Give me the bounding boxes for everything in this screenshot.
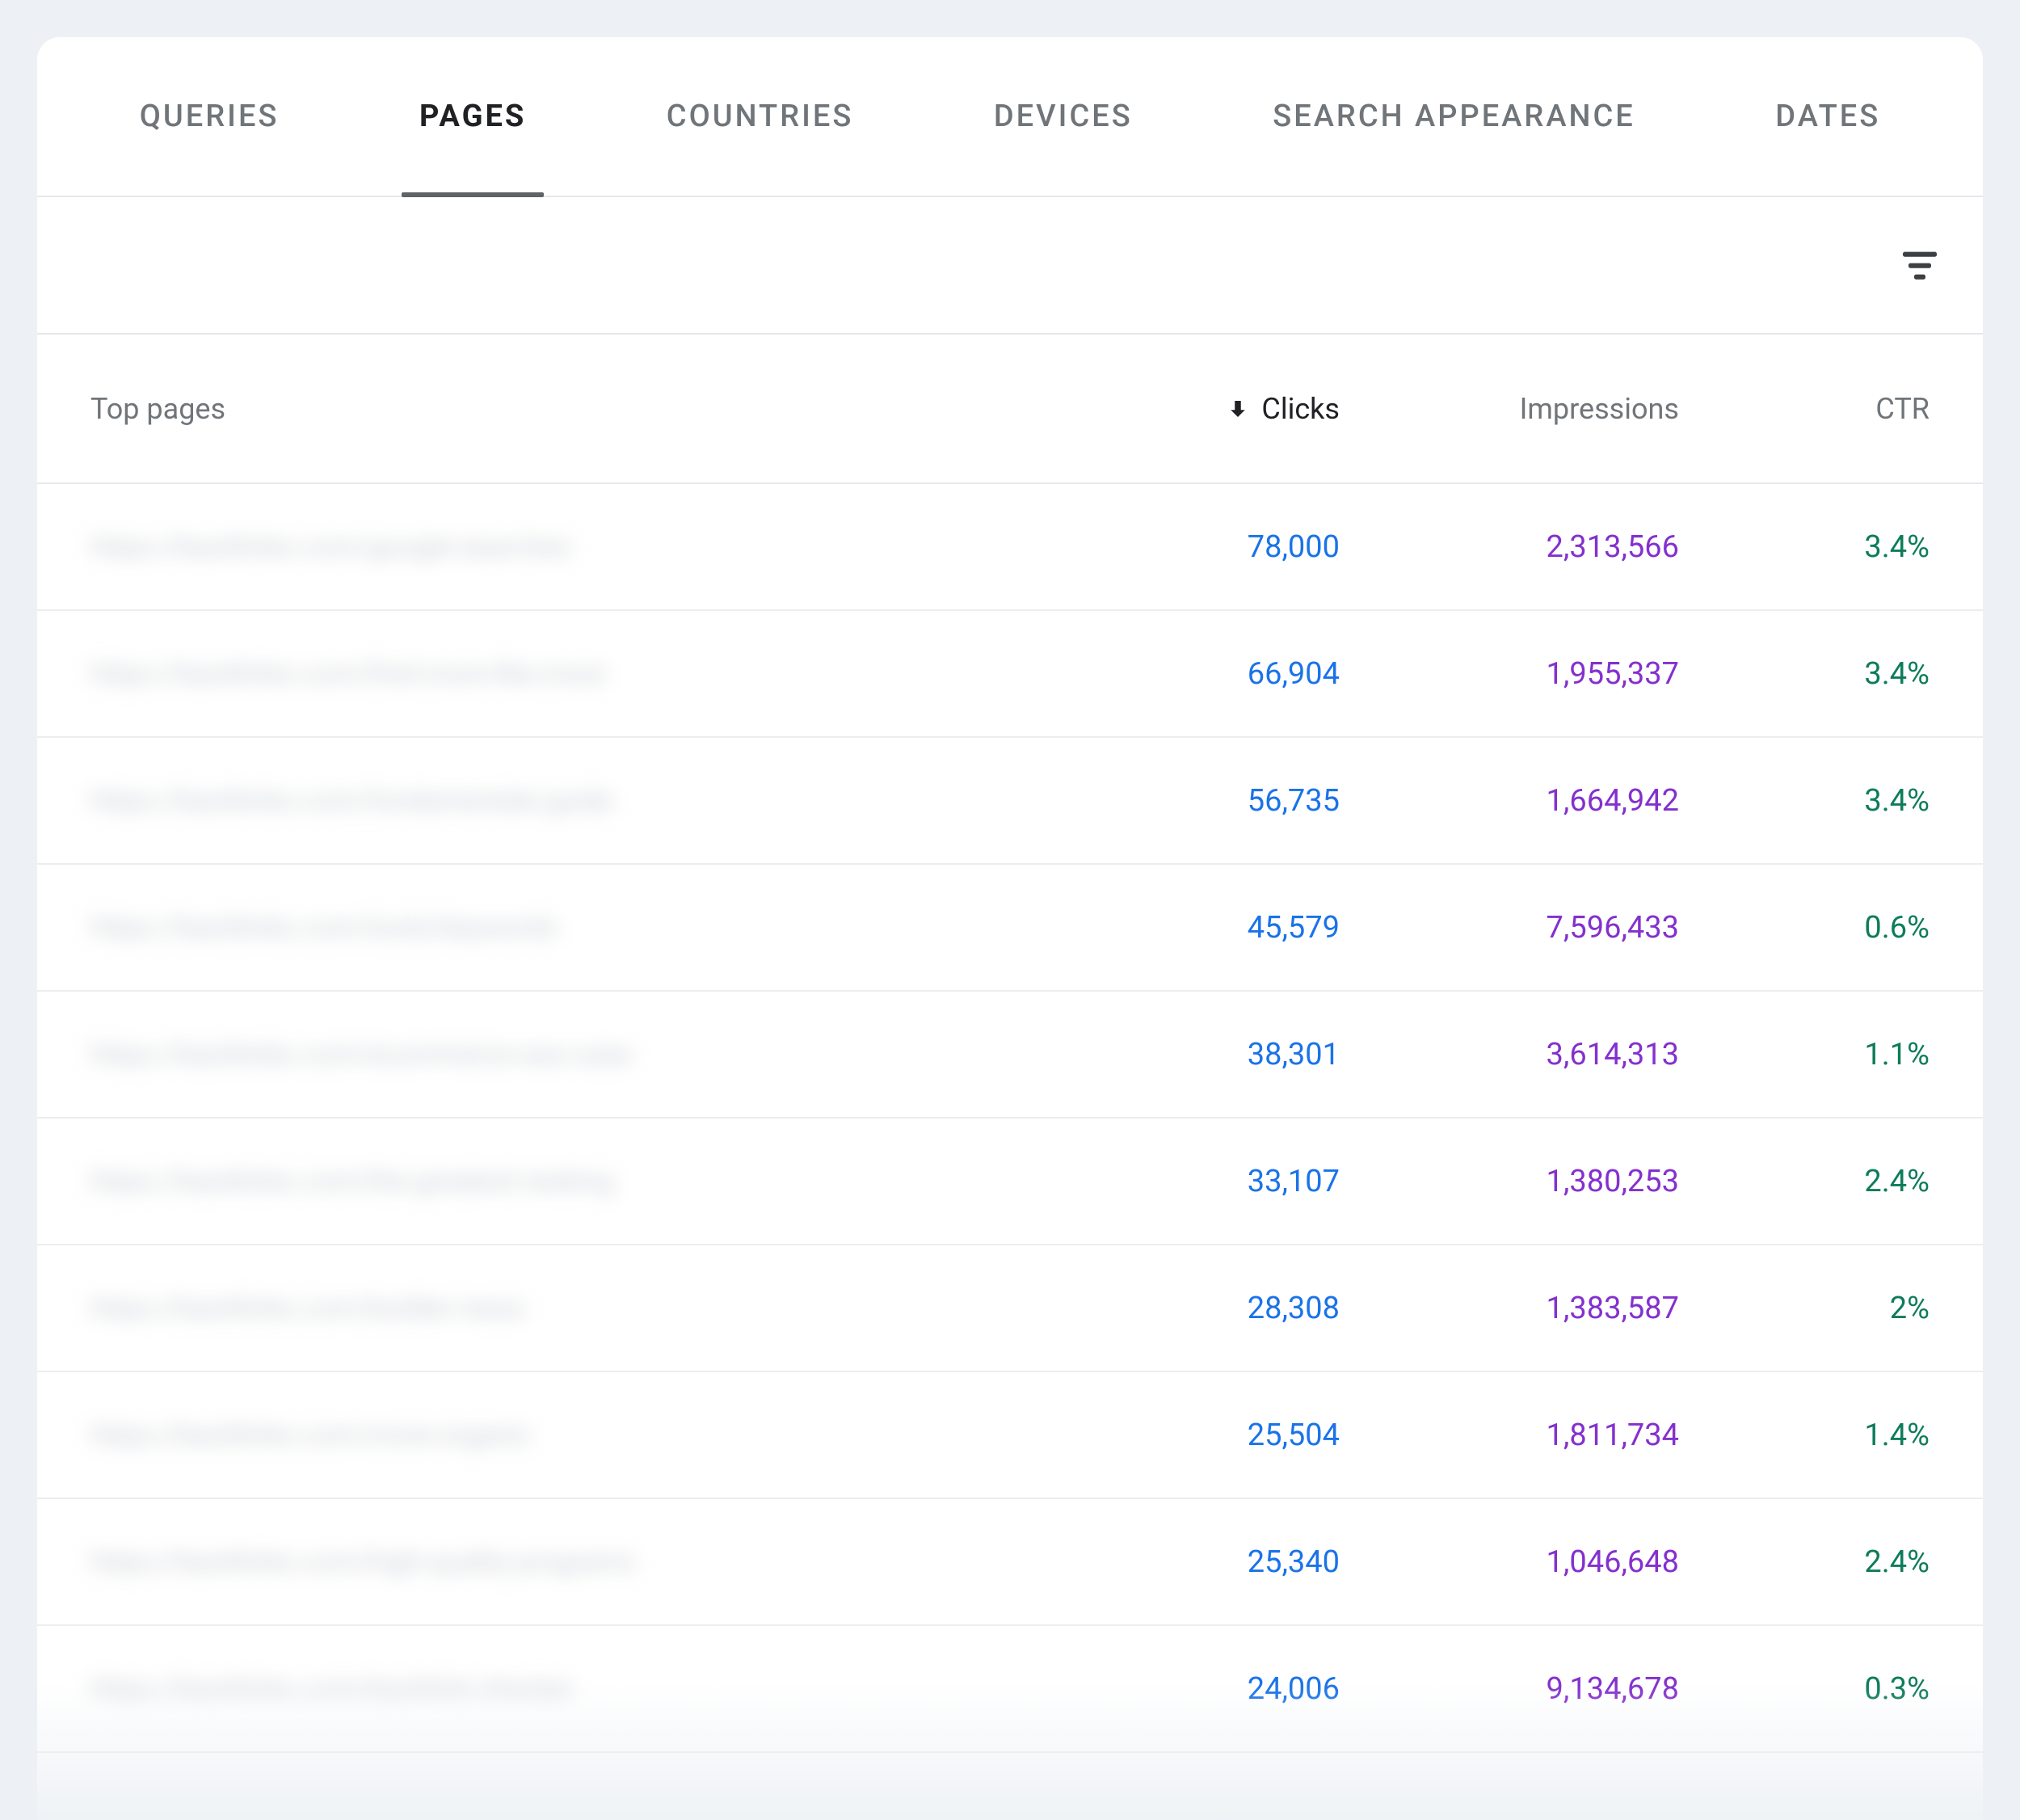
tab-queries[interactable]: QUERIES	[132, 37, 288, 196]
impressions-value: 9,134,678	[1340, 1671, 1679, 1707]
ctr-value: 0.6%	[1679, 910, 1930, 946]
ctr-value: 0.3%	[1679, 1671, 1930, 1707]
page-url: https://backlinko.com/google-searches	[90, 531, 1000, 563]
page-url: https://backlinko.com/backlink-checker	[90, 1673, 1000, 1705]
clicks-value: 28,308	[1000, 1291, 1340, 1326]
table-row[interactable]: https://backlinko.com/ecommerce-seo-case…	[37, 992, 1983, 1119]
clicks-value: 66,904	[1000, 656, 1340, 692]
page-url: https://backlinko.com/more-organic	[90, 1419, 1000, 1451]
table-row[interactable]: https://backlinko.com/more-organic 25,50…	[37, 1372, 1983, 1499]
page-url: https://backlinko.com/find-more-like-mor…	[90, 658, 1000, 690]
ctr-value: 1.1%	[1679, 1037, 1930, 1072]
column-top-pages[interactable]: Top pages	[90, 392, 1000, 426]
table-row[interactable]: https://backlinko.com/tools/keywords 45,…	[37, 865, 1983, 992]
table-row[interactable]: https://backlinko.com/find-more-like-mor…	[37, 611, 1983, 738]
top-pages-table: Top pages Clicks Impressions CTR https:/…	[37, 335, 1983, 1820]
table-row[interactable]: https://backlinko.com/builder-news 28,30…	[37, 1245, 1983, 1372]
clicks-value: 56,735	[1000, 783, 1340, 819]
impressions-value: 1,380,253	[1340, 1164, 1679, 1199]
impressions-value: 7,596,433	[1340, 910, 1679, 946]
table-header-row: Top pages Clicks Impressions CTR	[37, 335, 1983, 484]
impressions-value: 1,664,942	[1340, 783, 1679, 819]
tabs-bar: QUERIES PAGES COUNTRIES DEVICES SEARCH A…	[37, 37, 1983, 197]
page-url: https://backlinko.com/ecommerce-seo-case	[90, 1038, 1000, 1071]
table-row[interactable]: https://backlinko.com/google-searches 78…	[37, 484, 1983, 611]
ctr-value: 2%	[1679, 1291, 1930, 1326]
impressions-value: 2,313,566	[1340, 529, 1679, 565]
impressions-value: 1,046,648	[1340, 1544, 1679, 1580]
clicks-value: 38,301	[1000, 1037, 1340, 1072]
table-row[interactable]: https://backlinko.com/backlink-checker 2…	[37, 1626, 1983, 1753]
table-row[interactable]: https://backlinko.com/the-greatest-ranki…	[37, 1119, 1983, 1245]
page-url: https://backlinko.com/the-greatest-ranki…	[90, 1165, 1000, 1198]
page-url: https://backlinko.com/high-quality-progr…	[90, 1546, 1000, 1578]
clicks-value: 45,579	[1000, 910, 1340, 946]
tab-devices[interactable]: DEVICES	[986, 37, 1141, 196]
column-clicks[interactable]: Clicks	[1000, 392, 1340, 426]
filter-bar	[37, 197, 1983, 335]
report-card: QUERIES PAGES COUNTRIES DEVICES SEARCH A…	[37, 37, 1983, 1820]
table-row[interactable]: https://backlinko.com/fundamentals-guide…	[37, 738, 1983, 865]
page-url: https://backlinko.com/builder-news	[90, 1292, 1000, 1325]
ctr-value: 1.4%	[1679, 1418, 1930, 1453]
clicks-value: 25,504	[1000, 1418, 1340, 1453]
impressions-value: 1,955,337	[1340, 656, 1679, 692]
impressions-value: 3,614,313	[1340, 1037, 1679, 1072]
column-impressions[interactable]: Impressions	[1340, 392, 1679, 426]
ctr-value: 3.4%	[1679, 656, 1930, 692]
ctr-value: 2.4%	[1679, 1164, 1930, 1199]
table-row[interactable]: https://backlinko.com/high-quality-progr…	[37, 1499, 1983, 1626]
clicks-value: 33,107	[1000, 1164, 1340, 1199]
clicks-value: 24,006	[1000, 1671, 1340, 1707]
page-url: https://backlinko.com/fundamentals-guide	[90, 785, 1000, 817]
tab-countries[interactable]: COUNTRIES	[659, 37, 862, 196]
clicks-value: 78,000	[1000, 529, 1340, 565]
column-ctr[interactable]: CTR	[1679, 392, 1930, 426]
clicks-value: 25,340	[1000, 1544, 1340, 1580]
tab-pages[interactable]: PAGES	[411, 37, 534, 196]
sort-desc-icon	[1226, 397, 1250, 421]
tab-search-appearance[interactable]: SEARCH APPEARANCE	[1265, 37, 1643, 196]
page-url: https://backlinko.com/tools/keywords	[90, 912, 1000, 944]
tab-dates[interactable]: DATES	[1767, 37, 1888, 196]
impressions-value: 1,383,587	[1340, 1291, 1679, 1326]
ctr-value: 2.4%	[1679, 1544, 1930, 1580]
ctr-value: 3.4%	[1679, 783, 1930, 819]
column-clicks-label: Clicks	[1261, 392, 1340, 426]
filter-list-icon[interactable]	[1896, 241, 1944, 289]
ctr-value: 3.4%	[1679, 529, 1930, 565]
impressions-value: 1,811,734	[1340, 1418, 1679, 1453]
